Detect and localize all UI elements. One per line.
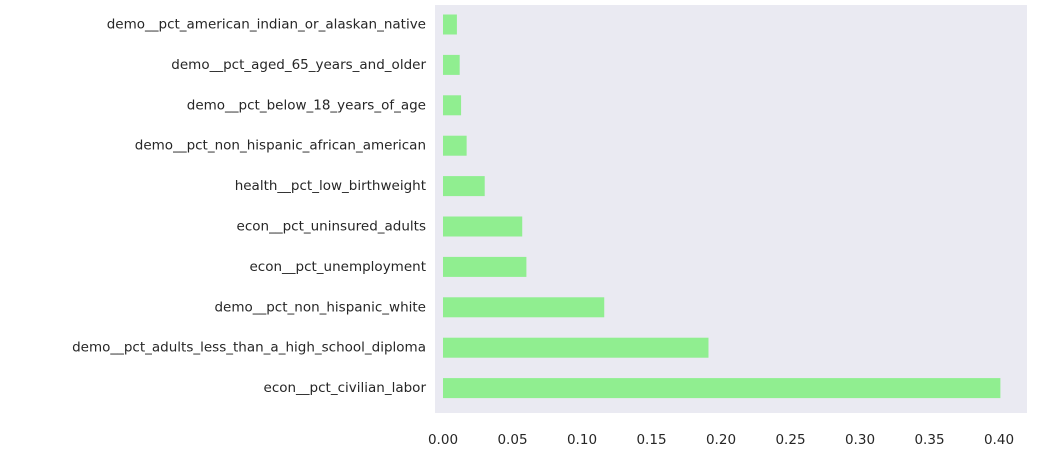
y-tick-label: health__pct_low_birthweight	[235, 178, 426, 194]
bars-group	[443, 14, 1001, 399]
bar-demo__pct_american_indian_or_alaskan_native	[443, 14, 457, 35]
bar-health__pct_low_birthweight	[443, 176, 485, 197]
x-tick-label: 0.35	[914, 432, 944, 448]
x-tick-label: 0.40	[984, 432, 1014, 448]
x-tick-label: 0.15	[636, 432, 666, 448]
x-tick-label: 0.25	[775, 432, 805, 448]
bar-demo__pct_non_hispanic_african_american	[443, 135, 467, 156]
bar-demo__pct_below_18_years_of_age	[443, 95, 462, 116]
x-tick-label: 0.30	[845, 432, 875, 448]
bar-econ__pct_uninsured_adults	[443, 216, 523, 237]
y-tick-label: demo__pct_american_indian_or_alaskan_nat…	[107, 17, 426, 33]
x-tick-label: 0.05	[497, 432, 527, 448]
bar-demo__pct_aged_65_years_and_older	[443, 54, 460, 75]
x-tick-label: 0.10	[567, 432, 597, 448]
y-tick-label: demo__pct_below_18_years_of_age	[187, 97, 426, 113]
y-tick-labels: demo__pct_american_indian_or_alaskan_nat…	[72, 17, 426, 397]
y-tick-label: demo__pct_non_hispanic_african_american	[135, 138, 426, 154]
y-tick-label: demo__pct_adults_less_than_a_high_school…	[72, 340, 426, 356]
y-tick-label: econ__pct_uninsured_adults	[237, 219, 426, 235]
x-tick-label: 0.20	[706, 432, 736, 448]
bar-demo__pct_adults_less_than_a_high_school_diploma	[443, 337, 709, 358]
y-tick-label: econ__pct_civilian_labor	[264, 380, 427, 396]
bar-demo__pct_non_hispanic_white	[443, 297, 605, 318]
bar-econ__pct_unemployment	[443, 256, 527, 277]
bar-econ__pct_civilian_labor	[443, 378, 1001, 399]
y-tick-label: econ__pct_unemployment	[249, 259, 426, 275]
x-tick-labels: 0.00 0.05 0.10 0.15 0.20 0.25 0.30 0.35 0.40	[428, 432, 1014, 448]
x-tick-label: 0.00	[428, 432, 458, 448]
y-tick-label: demo__pct_non_hispanic_white	[214, 299, 426, 315]
y-tick-label: demo__pct_aged_65_years_and_older	[171, 57, 426, 73]
